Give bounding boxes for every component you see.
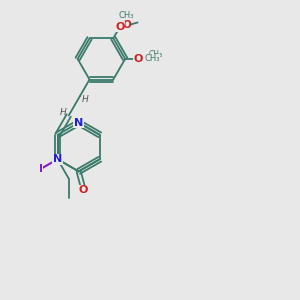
Text: H: H — [82, 95, 89, 104]
Text: O: O — [79, 185, 88, 195]
Text: CH₃: CH₃ — [149, 50, 163, 59]
Text: O: O — [122, 20, 131, 30]
Text: O: O — [115, 22, 125, 32]
Text: I: I — [39, 164, 43, 174]
Text: H: H — [60, 108, 66, 117]
Text: O: O — [142, 54, 150, 64]
Text: CH₃: CH₃ — [144, 54, 160, 63]
Text: CH₃: CH₃ — [119, 11, 134, 20]
Text: N: N — [74, 118, 83, 128]
Text: O: O — [134, 54, 143, 64]
Text: N: N — [53, 154, 62, 164]
